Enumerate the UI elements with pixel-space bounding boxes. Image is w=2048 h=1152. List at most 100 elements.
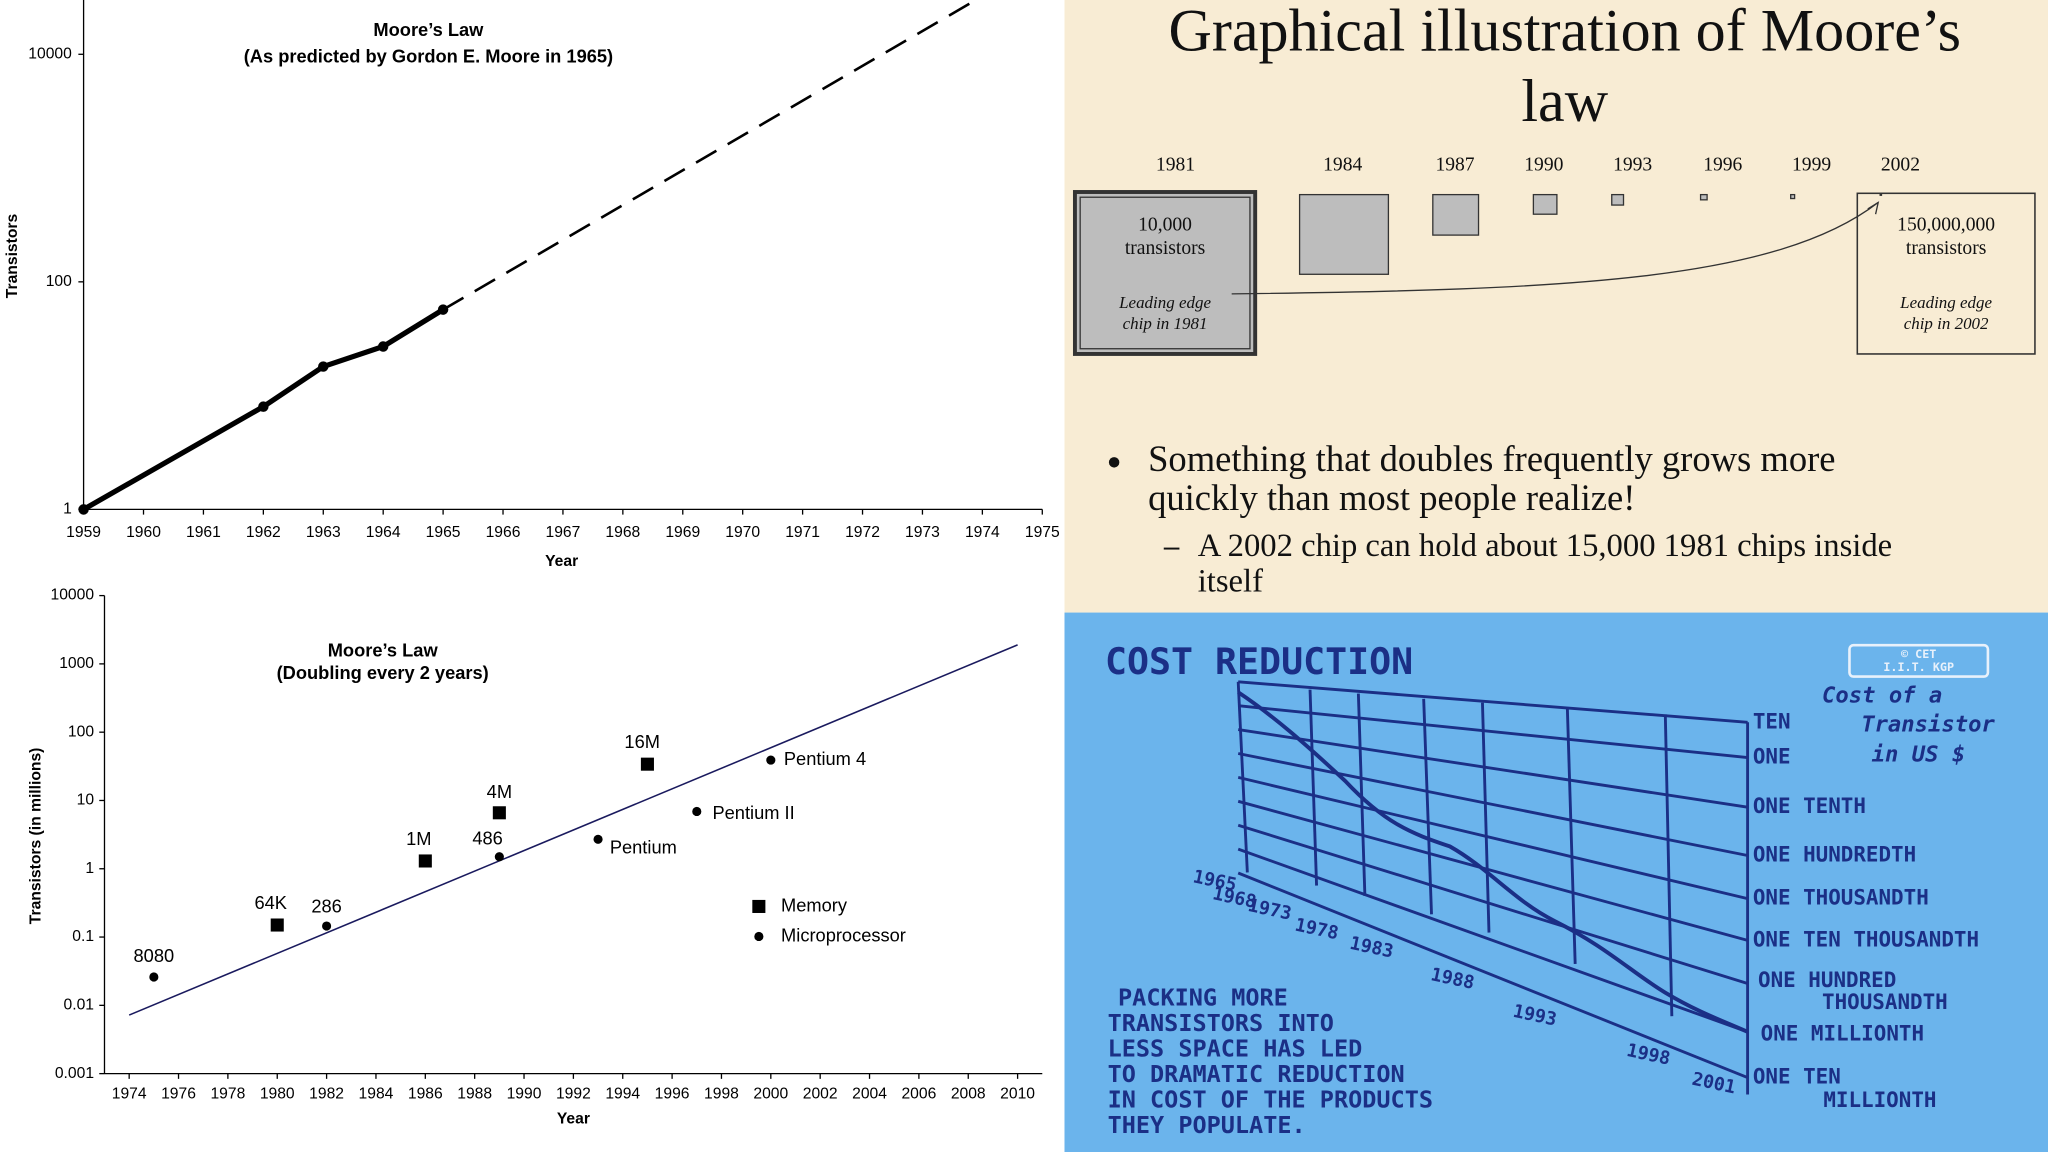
y-tick-label: 10	[77, 792, 95, 809]
data-point	[766, 755, 776, 765]
hand-grid-line	[1237, 823, 1749, 985]
hand-grid-line	[1237, 776, 1748, 901]
cost-label: ONE MILLIONTH	[1761, 1021, 1924, 1045]
y-tick-label: 1	[85, 860, 94, 877]
data-point	[78, 504, 89, 515]
slide-title: Graphical illustration of Moore’s	[1168, 0, 1961, 63]
x-tick-label: 2000	[753, 1086, 788, 1103]
hand-grid-line	[1356, 693, 1367, 897]
chip-2002	[1879, 193, 1883, 196]
box-caption: Leading edge	[1118, 293, 1211, 312]
year-label: 1996	[1703, 154, 1742, 175]
data-point	[149, 972, 159, 982]
chip-1990	[1532, 193, 1558, 215]
point-label: 8080	[134, 945, 175, 966]
cost-label: ONE HUNDREDTH	[1753, 843, 1916, 867]
chart-title: Moore’s Law	[373, 19, 484, 40]
year-label: 1987	[1435, 154, 1474, 175]
data-point	[258, 401, 269, 412]
x-tick-label: 1984	[359, 1086, 394, 1103]
slide-title: law	[1521, 67, 1608, 134]
y-tick-label: 100	[46, 273, 72, 290]
video-title: COST REDUCTION	[1105, 640, 1413, 683]
y-tick-label: 10000	[50, 587, 94, 604]
cost-label: ONE TENTH	[1753, 794, 1866, 818]
x-tick-label: 1969	[665, 524, 700, 541]
x-tick-label: 1965	[426, 524, 461, 541]
hand-grid-line	[1422, 698, 1433, 915]
data-point	[640, 757, 654, 771]
chip-1996	[1699, 193, 1708, 201]
year-label: 1981	[1156, 154, 1195, 175]
arrow	[1231, 201, 1879, 295]
year-label: 1984	[1323, 154, 1362, 175]
x-tick-label: 1990	[507, 1086, 542, 1103]
x-tick-label: 2010	[1000, 1086, 1035, 1103]
projection-line	[442, 0, 979, 311]
y-axis-label: Transistors	[4, 214, 21, 299]
chart-title: Moore’s Law	[328, 640, 439, 661]
chip-1984	[1298, 193, 1390, 275]
x-tick-label: 1974	[965, 524, 1000, 541]
chip-1993	[1611, 193, 1625, 206]
sub-bullet-text: A 2002 chip can hold about 15,000 1981 c…	[1198, 528, 1892, 564]
chip-1987	[1432, 193, 1480, 236]
point-label: 16M	[624, 731, 660, 752]
bullet-text: Something that doubles frequently grows …	[1148, 438, 1835, 479]
x-tick-label: 2006	[901, 1086, 936, 1103]
cost-label: ONE THOUSANDTH	[1753, 886, 1929, 910]
hand-grid-line	[1237, 799, 1748, 942]
x-tick-label: 2002	[803, 1086, 838, 1103]
caption-line: PACKING MORE	[1118, 984, 1288, 1012]
slide: Graphical illustration of Moore’s law 10…	[1064, 0, 2048, 613]
video-background	[1064, 612, 2048, 1152]
x-tick-label: 1964	[366, 524, 401, 541]
x-axis-label: Year	[557, 1110, 590, 1127]
box-caption: chip in 1981	[1123, 314, 1208, 333]
cost-label: ONE HUNDRED	[1758, 968, 1896, 992]
x-tick-label: 1974	[112, 1086, 147, 1103]
x-tick-label: 2004	[852, 1086, 887, 1103]
x-tick-label: 1982	[309, 1086, 344, 1103]
x-axis-label: Year	[545, 553, 578, 570]
caption-line: LESS SPACE HAS LED	[1108, 1035, 1363, 1063]
x-tick-label: 1986	[408, 1086, 443, 1103]
x-tick-label: 1973	[905, 524, 940, 541]
chart-subtitle: (Doubling every 2 years)	[277, 662, 489, 683]
x-tick-label: 2008	[951, 1086, 986, 1103]
data-point	[377, 341, 389, 352]
y-axis-label: Transistors (in millions)	[28, 748, 45, 925]
axis-title: Cost of a	[1822, 683, 1942, 709]
bullet-dot	[1108, 457, 1120, 468]
x-tick-label: 1966	[486, 524, 521, 541]
data-point	[494, 852, 504, 862]
chart-subtitle: (As predicted by Gordon E. Moore in 1965…	[244, 45, 613, 66]
caption-line: IN COST OF THE PRODUCTS	[1108, 1086, 1433, 1114]
box-count: 10,000	[1138, 214, 1192, 235]
legend-marker	[752, 899, 766, 913]
point-label: 64K	[254, 892, 287, 913]
y-tick-label: 1000	[59, 655, 94, 672]
cost-label: MILLIONTH	[1823, 1088, 1936, 1112]
chip-2002-box	[1856, 192, 2036, 355]
year-label: 1993	[1613, 154, 1652, 175]
data-point	[492, 806, 506, 820]
cost-label: ONE TEN THOUSANDTH	[1753, 927, 1979, 951]
x-tick-label: 1960	[126, 524, 161, 541]
point-label: 1M	[406, 828, 431, 849]
data-point	[270, 918, 284, 932]
box-count: transistors	[1906, 238, 1986, 259]
point-label: Pentium II	[712, 802, 794, 823]
x-tick-label: 1988	[457, 1086, 492, 1103]
data-point	[322, 921, 332, 931]
logo-box	[1848, 643, 1990, 678]
x-tick-label: 1962	[246, 524, 281, 541]
x-tick-label: 1994	[605, 1086, 640, 1103]
y-tick-label: 0.001	[55, 1065, 94, 1082]
hand-grid-line	[1237, 728, 1748, 809]
x-tick-label: 1959	[66, 524, 101, 541]
trend-line	[128, 644, 1018, 1016]
caption-line: TRANSISTORS INTO	[1108, 1009, 1334, 1037]
